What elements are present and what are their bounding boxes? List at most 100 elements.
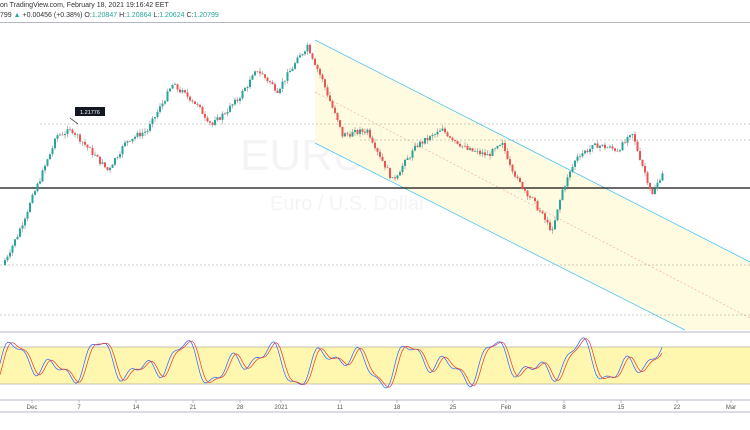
candle-body [271,82,274,85]
candle-body [159,106,161,112]
candle-body [11,245,14,253]
stoch-k-line [0,337,663,389]
x-axis-label: 22 [674,405,681,411]
candle-body [226,111,229,114]
candle-body [61,134,64,136]
candle-body [536,201,539,211]
channel-lower-line[interactable] [314,142,686,331]
candle-body [561,189,564,201]
candle-body [416,145,419,147]
x-axis-label: 8 [562,405,566,411]
candle-body [379,151,381,157]
candle-body [41,170,44,182]
candle-body [661,173,664,181]
candle-body [174,84,176,86]
candle-body [321,74,324,80]
candle-body [429,136,431,141]
candle-body [499,144,501,146]
candle-body [236,99,239,101]
candle-body [84,141,86,145]
candle-body [59,134,61,136]
candle-body [501,142,504,145]
candle-body [454,140,456,142]
candle-body [139,132,141,137]
candle-body [641,159,644,166]
close-label: C: [186,12,194,19]
candle-body [194,101,196,105]
candle-body [154,117,156,119]
candle-body [76,134,79,136]
candle-body [179,89,181,93]
candle-body [164,101,166,104]
candle-body [481,152,484,155]
candle-body [594,143,596,146]
candle-body [199,104,201,107]
candle-body [621,142,624,151]
channel-upper-line[interactable] [314,39,750,263]
candle-body [191,100,194,102]
candle-body [359,129,361,134]
candle-body [189,96,191,101]
candle-body [449,136,451,138]
candle-body [354,129,356,133]
candle-body [631,134,634,136]
candle-body [136,132,139,137]
candle-body [161,103,164,107]
candle-body [186,92,189,97]
candle-body [444,128,446,133]
candle-body [126,140,129,143]
candle-body [254,71,256,76]
candle-body [574,160,576,167]
candle-body [474,151,476,152]
candle-body [629,135,631,138]
price-label-box [75,107,105,116]
candle-body [584,150,586,154]
candle-body [51,148,54,155]
price-label: 1.21776 [80,110,100,116]
candle-body [34,191,36,195]
candle-body [401,165,404,173]
candle-body [531,197,534,199]
candle-body [66,129,69,135]
candle-body [134,136,136,139]
candle-body [116,157,119,159]
candle-body [24,218,26,226]
candle-body [439,130,441,132]
candle-body [396,175,399,179]
up-arrow-icon: ▲ [13,12,21,19]
candle-body [204,114,206,118]
candle-body [221,113,224,120]
candle-body [264,74,266,78]
candle-body [26,212,29,219]
candle-body [626,137,629,143]
x-axis[interactable]: Dec 7 14 21 28 2021 11 18 25 Feb 8 15 22 Mar [27,400,737,411]
candle-body [31,194,34,203]
candle-body [374,142,376,149]
high-value: 1.20864 [126,12,152,19]
candle-body [244,88,246,91]
source-line: on TradingView.com, February 18, 2021 19… [0,2,169,9]
candle-body [446,132,449,137]
x-axis-label: Mar [726,405,736,411]
x-axis-label: 21 [190,405,197,411]
candle-body [469,148,471,150]
last-price: 799 [0,12,12,19]
candle-body [489,154,491,156]
candle-body [566,177,569,187]
candle-body [616,150,619,152]
candle-body [404,159,406,166]
candle-body [351,132,354,137]
candle-body [319,69,321,75]
candle-body [551,229,554,231]
stoch-d-line [0,338,663,388]
candle-body [99,156,101,164]
candle-body [196,104,199,105]
candle-body [284,80,286,82]
candle-body [419,141,421,147]
candle-body [246,87,249,89]
candle-body [94,154,96,156]
low-label: L: [153,12,160,19]
candle-body [441,128,444,131]
candle-body [341,126,344,137]
